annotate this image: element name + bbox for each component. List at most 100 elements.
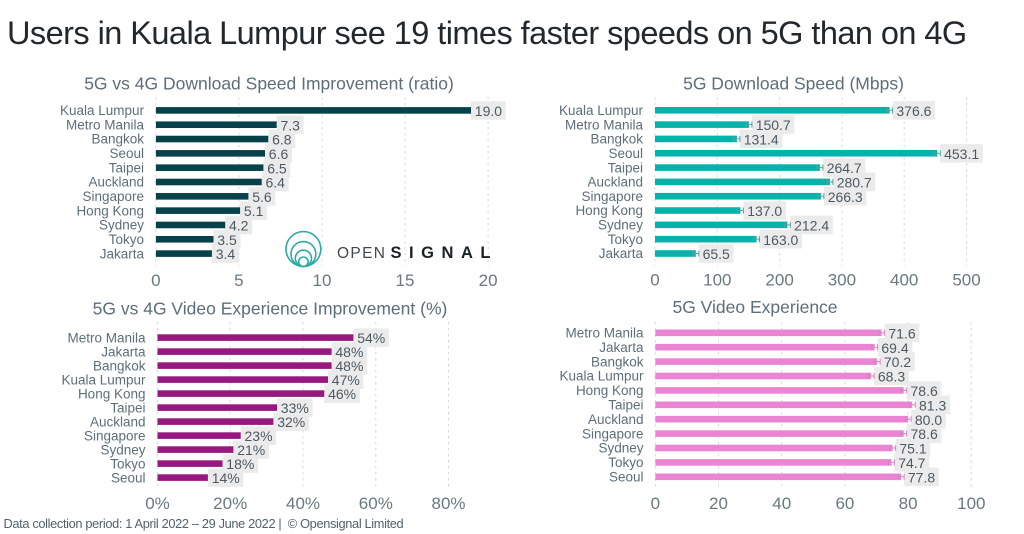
svg-text:14%: 14% bbox=[212, 470, 240, 486]
svg-text:20%: 20% bbox=[213, 494, 247, 513]
svg-text:Metro Manila: Metro Manila bbox=[66, 117, 145, 132]
svg-text:Kuala Lumpur: Kuala Lumpur bbox=[559, 103, 644, 118]
svg-text:0: 0 bbox=[651, 494, 660, 513]
svg-text:68.3: 68.3 bbox=[878, 369, 905, 385]
svg-text:78.6: 78.6 bbox=[911, 426, 938, 442]
svg-text:5G Video Experience: 5G Video Experience bbox=[672, 297, 837, 317]
svg-text:Hong Kong: Hong Kong bbox=[78, 386, 146, 401]
svg-text:Jakarta: Jakarta bbox=[599, 246, 644, 261]
svg-text:200: 200 bbox=[765, 271, 793, 290]
svg-text:131.4: 131.4 bbox=[744, 132, 779, 148]
svg-text:Bangkok: Bangkok bbox=[93, 358, 146, 373]
svg-text:33%: 33% bbox=[281, 400, 309, 416]
svg-text:20: 20 bbox=[709, 494, 728, 513]
svg-text:3.5: 3.5 bbox=[217, 232, 237, 248]
svg-text:6.6: 6.6 bbox=[269, 146, 289, 162]
svg-text:Auckland: Auckland bbox=[588, 412, 644, 427]
svg-text:212.4: 212.4 bbox=[794, 218, 829, 234]
svg-text:Seoul: Seoul bbox=[111, 470, 146, 485]
svg-text:300: 300 bbox=[828, 271, 856, 290]
svg-text:453.1: 453.1 bbox=[944, 146, 979, 162]
svg-text:40%: 40% bbox=[286, 494, 320, 513]
svg-text:60%: 60% bbox=[359, 494, 393, 513]
svg-text:Tokyo: Tokyo bbox=[608, 232, 643, 247]
svg-text:21%: 21% bbox=[237, 442, 265, 458]
svg-text:100: 100 bbox=[703, 271, 731, 290]
svg-text:280.7: 280.7 bbox=[837, 175, 872, 191]
svg-text:Singapore: Singapore bbox=[581, 189, 643, 204]
svg-text:6.5: 6.5 bbox=[267, 160, 287, 176]
svg-text:Singapore: Singapore bbox=[82, 189, 144, 204]
svg-text:Sydney: Sydney bbox=[99, 218, 144, 233]
svg-text:71.6: 71.6 bbox=[888, 325, 915, 341]
svg-text:Hong Kong: Hong Kong bbox=[76, 203, 144, 218]
svg-text:78.6: 78.6 bbox=[911, 383, 938, 399]
svg-text:Singapore: Singapore bbox=[84, 428, 146, 443]
svg-text:69.4: 69.4 bbox=[881, 340, 908, 356]
svg-text:Jakarta: Jakarta bbox=[599, 340, 644, 355]
svg-text:5G vs 4G Download Speed Improv: 5G vs 4G Download Speed Improvement (rat… bbox=[84, 74, 454, 94]
svg-text:74.7: 74.7 bbox=[898, 455, 925, 471]
svg-text:Tokyo: Tokyo bbox=[608, 455, 643, 470]
svg-text:81.3: 81.3 bbox=[919, 397, 946, 413]
svg-text:5.6: 5.6 bbox=[252, 189, 272, 205]
svg-text:5G Download Speed (Mbps): 5G Download Speed (Mbps) bbox=[683, 74, 904, 94]
svg-text:5: 5 bbox=[234, 271, 243, 290]
svg-text:Jakarta: Jakarta bbox=[100, 246, 145, 261]
svg-text:264.7: 264.7 bbox=[827, 160, 862, 176]
svg-text:4.2: 4.2 bbox=[229, 218, 249, 234]
svg-text:6.4: 6.4 bbox=[266, 175, 286, 191]
svg-text:6.8: 6.8 bbox=[272, 132, 292, 148]
svg-text:Taipei: Taipei bbox=[109, 160, 144, 175]
svg-text:65.5: 65.5 bbox=[703, 246, 730, 262]
svg-text:Auckland: Auckland bbox=[88, 175, 144, 190]
svg-text:266.3: 266.3 bbox=[828, 189, 863, 205]
svg-text:48%: 48% bbox=[335, 344, 363, 360]
svg-text:Kuala Lumpur: Kuala Lumpur bbox=[61, 372, 146, 387]
svg-text:500: 500 bbox=[952, 271, 980, 290]
svg-text:Metro Manila: Metro Manila bbox=[67, 330, 146, 345]
svg-text:80.0: 80.0 bbox=[915, 412, 942, 428]
svg-text:Taipei: Taipei bbox=[110, 400, 145, 415]
svg-text:70.2: 70.2 bbox=[884, 354, 911, 370]
svg-text:Sydney: Sydney bbox=[598, 218, 643, 233]
svg-text:Jakarta: Jakarta bbox=[101, 344, 146, 359]
svg-text:Seoul: Seoul bbox=[109, 146, 144, 161]
svg-text:Metro Manila: Metro Manila bbox=[565, 326, 644, 341]
svg-text:15: 15 bbox=[396, 271, 415, 290]
svg-text:Kuala Lumpur: Kuala Lumpur bbox=[559, 369, 644, 384]
svg-text:80: 80 bbox=[899, 494, 918, 513]
svg-text:Singapore: Singapore bbox=[582, 426, 644, 441]
svg-text:60: 60 bbox=[835, 494, 854, 513]
svg-text:10: 10 bbox=[313, 271, 332, 290]
svg-text:Taipei: Taipei bbox=[608, 398, 643, 413]
svg-text:Sydney: Sydney bbox=[598, 441, 643, 456]
svg-text:376.6: 376.6 bbox=[896, 103, 931, 119]
svg-text:0%: 0% bbox=[145, 494, 170, 513]
svg-text:7.3: 7.3 bbox=[281, 117, 301, 133]
svg-text:Bangkok: Bangkok bbox=[590, 132, 643, 147]
svg-text:0: 0 bbox=[151, 271, 160, 290]
svg-text:54%: 54% bbox=[357, 330, 385, 346]
svg-text:Hong Kong: Hong Kong bbox=[576, 383, 644, 398]
svg-text:Tokyo: Tokyo bbox=[109, 232, 144, 247]
svg-text:Bangkok: Bangkok bbox=[91, 132, 144, 147]
svg-text:Metro Manila: Metro Manila bbox=[565, 117, 644, 132]
svg-text:48%: 48% bbox=[335, 358, 363, 374]
svg-text:5.1: 5.1 bbox=[244, 203, 264, 219]
svg-text:Auckland: Auckland bbox=[587, 175, 643, 190]
svg-text:46%: 46% bbox=[328, 386, 356, 402]
svg-text:100: 100 bbox=[957, 494, 985, 513]
svg-text:19.0: 19.0 bbox=[475, 103, 502, 119]
svg-text:Bangkok: Bangkok bbox=[591, 354, 644, 369]
svg-text:Seoul: Seoul bbox=[608, 146, 643, 161]
svg-text:0: 0 bbox=[650, 271, 659, 290]
svg-text:Kuala Lumpur: Kuala Lumpur bbox=[60, 103, 145, 118]
svg-text:77.8: 77.8 bbox=[908, 469, 935, 485]
svg-text:80%: 80% bbox=[431, 494, 465, 513]
svg-text:32%: 32% bbox=[277, 414, 305, 430]
svg-text:Taipei: Taipei bbox=[608, 160, 643, 175]
svg-text:5G vs 4G Video Experience Impr: 5G vs 4G Video Experience Improvement (%… bbox=[93, 299, 448, 319]
svg-text:20: 20 bbox=[479, 271, 498, 290]
svg-text:Tokyo: Tokyo bbox=[110, 456, 145, 471]
